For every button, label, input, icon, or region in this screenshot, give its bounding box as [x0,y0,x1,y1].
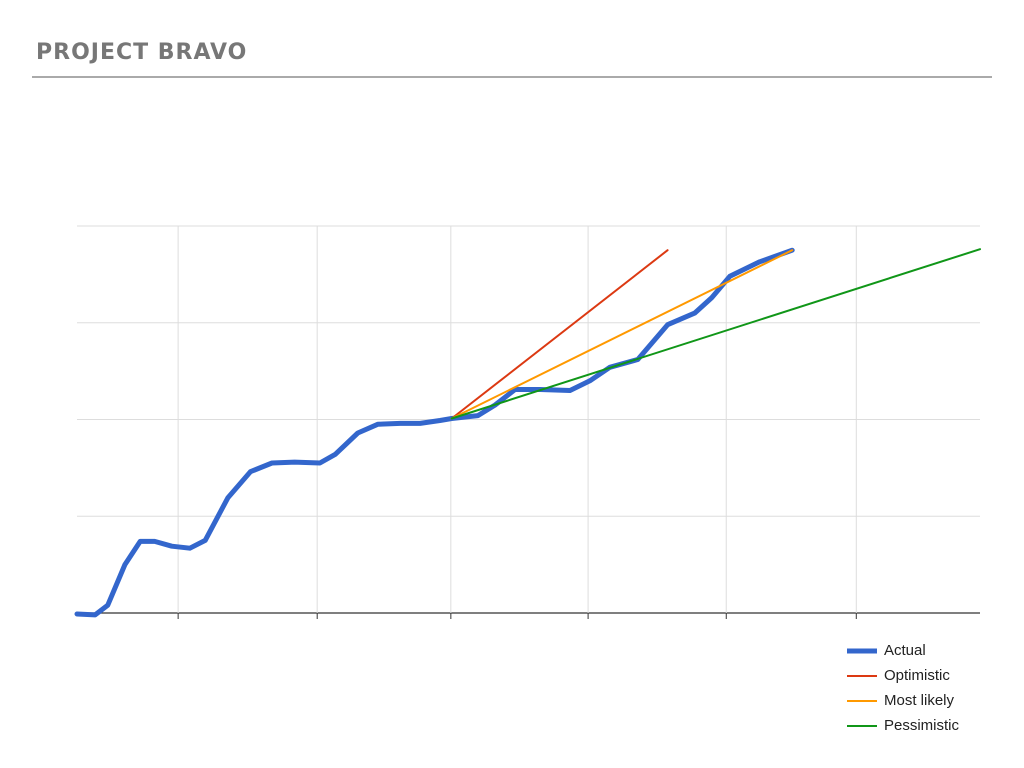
series-line [450,249,669,420]
series-line [74,247,795,618]
slide-title: PROJECT BRAVO [36,40,248,65]
legend-label: Optimistic [884,667,950,684]
legend-label: Actual [884,642,926,659]
legend-label: Most likely [884,692,955,709]
legend-label: Pessimistic [884,717,960,734]
series-line [450,249,794,420]
series-line [450,248,981,420]
title-rule [32,76,992,78]
